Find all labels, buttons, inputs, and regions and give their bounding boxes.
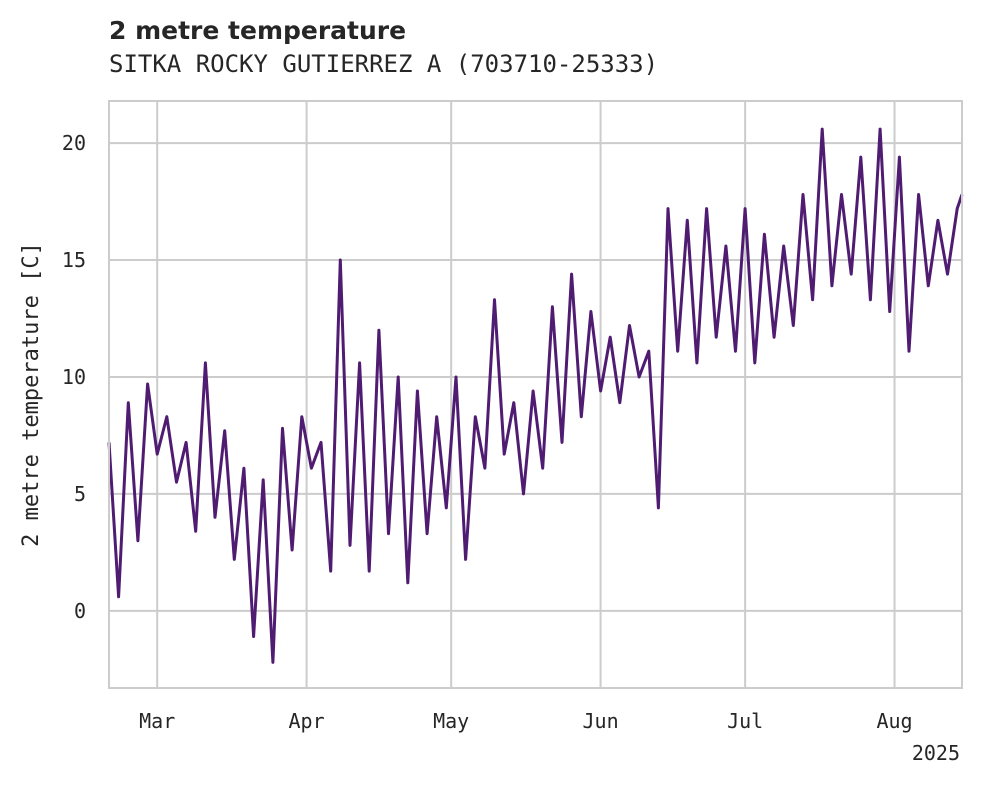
- y-tick-label: 5: [74, 482, 86, 506]
- x-tick-label: Jul: [727, 709, 763, 733]
- chart-title: 2 metre temperature: [109, 16, 407, 45]
- y-tick-label: 10: [62, 365, 86, 389]
- x-tick-label: Apr: [289, 709, 325, 733]
- chart-subtitle: SITKA ROCKY GUTIERREZ A (703710-25333): [109, 50, 659, 78]
- x-tick-label: May: [433, 709, 469, 733]
- grid-lines: [109, 101, 962, 688]
- plot-frame: [108, 100, 963, 689]
- y-tick-labels: 0 5 10 15 20: [62, 131, 86, 623]
- x-tick-label: Jun: [582, 709, 618, 733]
- x-tick-label: Mar: [139, 709, 175, 733]
- y-tick-label: 20: [62, 131, 86, 155]
- temperature-line: [107, 127, 964, 664]
- x-tick-label: Aug: [876, 709, 912, 733]
- y-axis-label: 2 metre temperature [C]: [19, 242, 44, 547]
- y-tick-label: 0: [74, 599, 86, 623]
- x-axis-year-label: 2025: [912, 741, 960, 765]
- x-tick-labels: Mar Apr May Jun Jul Aug: [139, 709, 912, 733]
- y-tick-label: 15: [62, 248, 86, 272]
